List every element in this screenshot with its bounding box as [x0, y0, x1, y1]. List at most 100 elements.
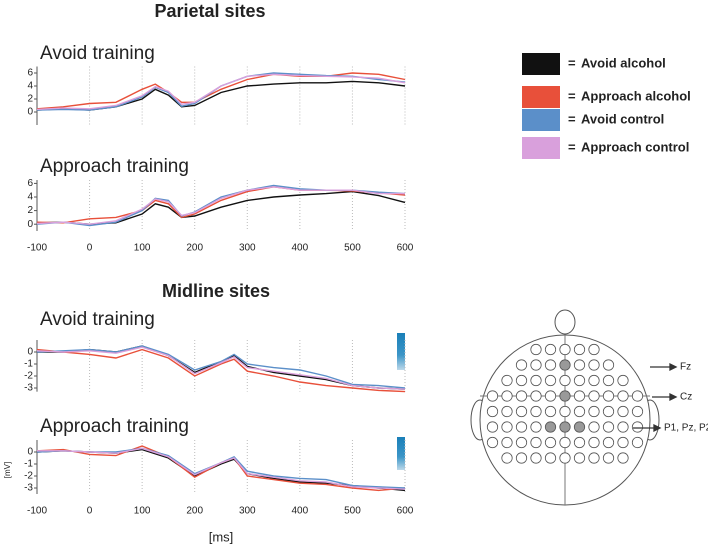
legend-label: Approach alcohol — [581, 88, 691, 103]
y-tick-label: -3 — [24, 483, 33, 494]
series-line — [37, 345, 406, 390]
electrode — [617, 374, 629, 387]
electrode — [486, 436, 499, 449]
electrode — [530, 343, 542, 356]
electrode — [544, 421, 557, 433]
x-tick-label: 0 — [87, 243, 93, 254]
electrode — [486, 405, 499, 418]
y-tick-label: -2 — [24, 371, 33, 382]
electrode — [602, 421, 615, 433]
electrode — [501, 390, 513, 402]
series-line — [36, 73, 406, 111]
electrode — [544, 374, 557, 387]
electrode — [588, 343, 600, 356]
panel-title: Approach training — [40, 416, 189, 437]
electrode — [559, 390, 571, 402]
electrode — [530, 390, 542, 402]
x-tick-label: 500 — [344, 506, 361, 517]
legend-swatch — [522, 53, 560, 75]
electrode — [559, 405, 571, 418]
series-line — [37, 447, 406, 490]
electrode — [602, 359, 615, 371]
colorbar — [397, 333, 405, 370]
electrode — [573, 359, 586, 371]
electrode — [515, 390, 528, 402]
electrode — [501, 405, 513, 418]
electrode — [573, 405, 586, 418]
y-tick-label: -3 — [24, 383, 33, 394]
electrode-label: Fz — [680, 362, 691, 373]
x-tick-label: -100 — [27, 243, 47, 254]
electrode — [559, 374, 571, 387]
legend-label: Avoid alcohol — [581, 55, 666, 70]
series-line — [36, 345, 406, 389]
series-line — [36, 346, 406, 390]
electrode — [617, 452, 629, 464]
electrode — [573, 343, 586, 356]
electrode — [515, 359, 528, 371]
electrode — [602, 436, 615, 449]
electrode — [530, 436, 542, 449]
section-title: Midline sites — [162, 281, 270, 301]
electrode — [530, 421, 542, 433]
electrode — [573, 436, 586, 449]
electrode-map — [470, 309, 660, 506]
electrode — [617, 390, 629, 402]
y-tick-label: 0 — [27, 107, 33, 118]
electrode — [573, 452, 586, 464]
electrode — [544, 343, 557, 356]
y-tick-label: -1 — [24, 459, 33, 470]
electrode — [588, 405, 600, 418]
electrode — [588, 359, 600, 371]
series-line — [36, 348, 406, 393]
x-tick-label: 0 — [87, 506, 93, 517]
electrode — [530, 374, 542, 387]
electrode — [588, 421, 600, 433]
panel-title: Approach training — [40, 156, 189, 177]
y-tick-label: 0 — [27, 447, 33, 458]
electrode — [544, 390, 557, 402]
x-axis-label: [ms] — [209, 529, 234, 544]
electrode — [501, 421, 513, 433]
electrode — [617, 436, 629, 449]
electrode — [486, 421, 499, 433]
y-tick-label: 4 — [27, 192, 33, 203]
electrode — [573, 390, 586, 402]
electrode — [588, 452, 600, 464]
electrode — [515, 374, 528, 387]
electrode — [544, 405, 557, 418]
arrow-head — [669, 362, 678, 372]
electrode — [530, 359, 542, 371]
nose — [554, 309, 576, 335]
electrode — [515, 452, 528, 464]
electrode — [544, 436, 557, 449]
electrode — [588, 390, 600, 402]
electrode — [631, 390, 644, 402]
y-tick-label: -1 — [24, 359, 33, 370]
electrode — [559, 343, 571, 356]
electrode — [559, 421, 571, 433]
electrode — [501, 452, 513, 464]
legend-swatch — [522, 86, 560, 108]
colorbar — [397, 437, 405, 470]
electrode — [544, 359, 557, 371]
legend-separator: = — [568, 139, 576, 154]
electrode — [573, 421, 586, 433]
legend-separator: = — [568, 55, 576, 70]
x-tick-label: 500 — [344, 243, 361, 254]
y-tick-label: 4 — [27, 81, 33, 92]
electrode — [486, 390, 499, 402]
legend-label: Avoid control — [581, 111, 664, 126]
legend-swatch — [522, 109, 560, 131]
electrode — [588, 436, 600, 449]
section-title: Parietal sites — [154, 1, 265, 21]
electrode — [631, 405, 644, 418]
electrode — [617, 405, 629, 418]
x-tick-label: 300 — [239, 243, 256, 254]
series-line — [36, 72, 406, 110]
y-tick-label: 6 — [27, 68, 33, 79]
electrode — [631, 421, 644, 433]
electrode — [602, 452, 615, 464]
electrode — [617, 421, 629, 433]
